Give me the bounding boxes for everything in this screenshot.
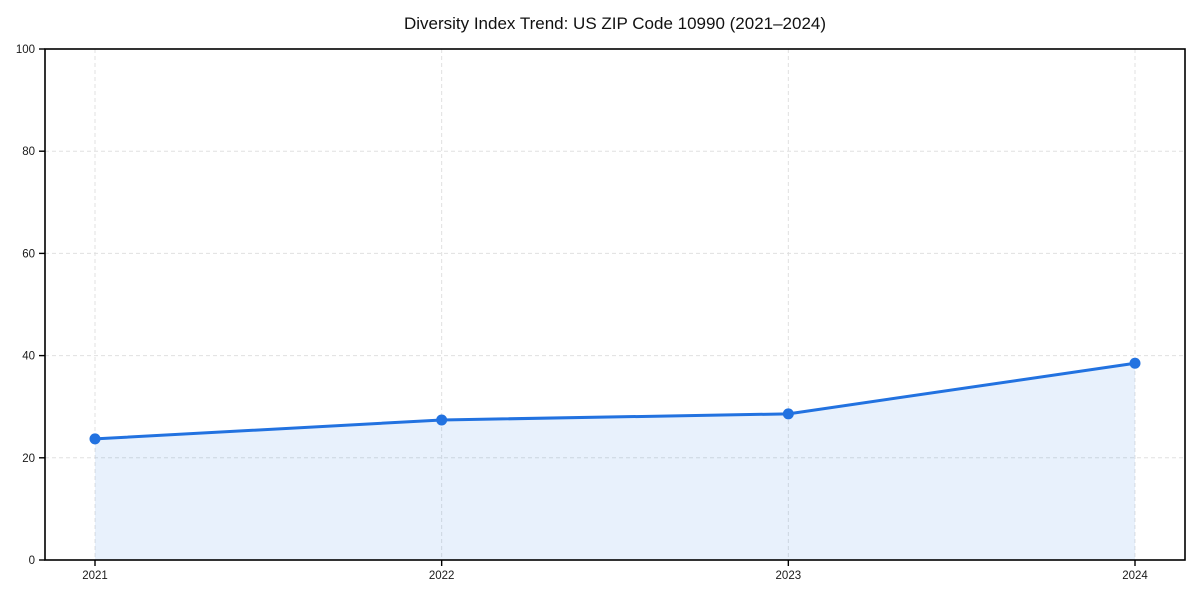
- data-point-marker: [782, 408, 794, 420]
- y-tick-label: 100: [16, 44, 35, 56]
- x-tick-label: 2021: [82, 570, 108, 582]
- area-layer: [95, 363, 1135, 560]
- y-tick-label: 80: [22, 146, 35, 158]
- x-tick-label: 2022: [429, 570, 455, 582]
- line-layer: [89, 357, 1141, 445]
- grid-layer: [45, 48, 1185, 561]
- axes-layer: [44, 48, 1186, 561]
- y-tick-label: 20: [22, 453, 35, 465]
- x-tick-label: 2024: [1122, 570, 1148, 582]
- y-tick-label: 60: [22, 248, 35, 260]
- x-tick-label: 2023: [776, 570, 802, 582]
- y-tick-label: 40: [22, 351, 35, 363]
- tick-layer: 0 20 40 60 80 100 2021 2022 2023 2024: [16, 44, 1149, 582]
- series-line: [93, 361, 1137, 441]
- chart-title: Diversity Index Trend: US ZIP Code 10990…: [404, 14, 826, 33]
- data-point-marker: [89, 433, 101, 445]
- data-point-marker: [436, 414, 448, 426]
- data-point-marker: [1129, 357, 1141, 369]
- y-tick-label: 0: [29, 555, 35, 567]
- plot-border: [44, 48, 1186, 561]
- series-area-fill: [95, 363, 1135, 560]
